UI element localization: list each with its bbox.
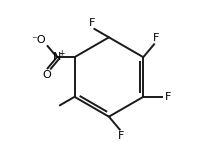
Text: F: F <box>118 131 124 141</box>
Text: +: + <box>58 49 64 58</box>
Text: N: N <box>53 52 61 62</box>
Text: O: O <box>43 70 51 80</box>
Text: F: F <box>152 33 159 43</box>
Text: ⁻O: ⁻O <box>31 35 46 45</box>
Text: F: F <box>89 18 96 28</box>
Text: F: F <box>165 92 171 102</box>
